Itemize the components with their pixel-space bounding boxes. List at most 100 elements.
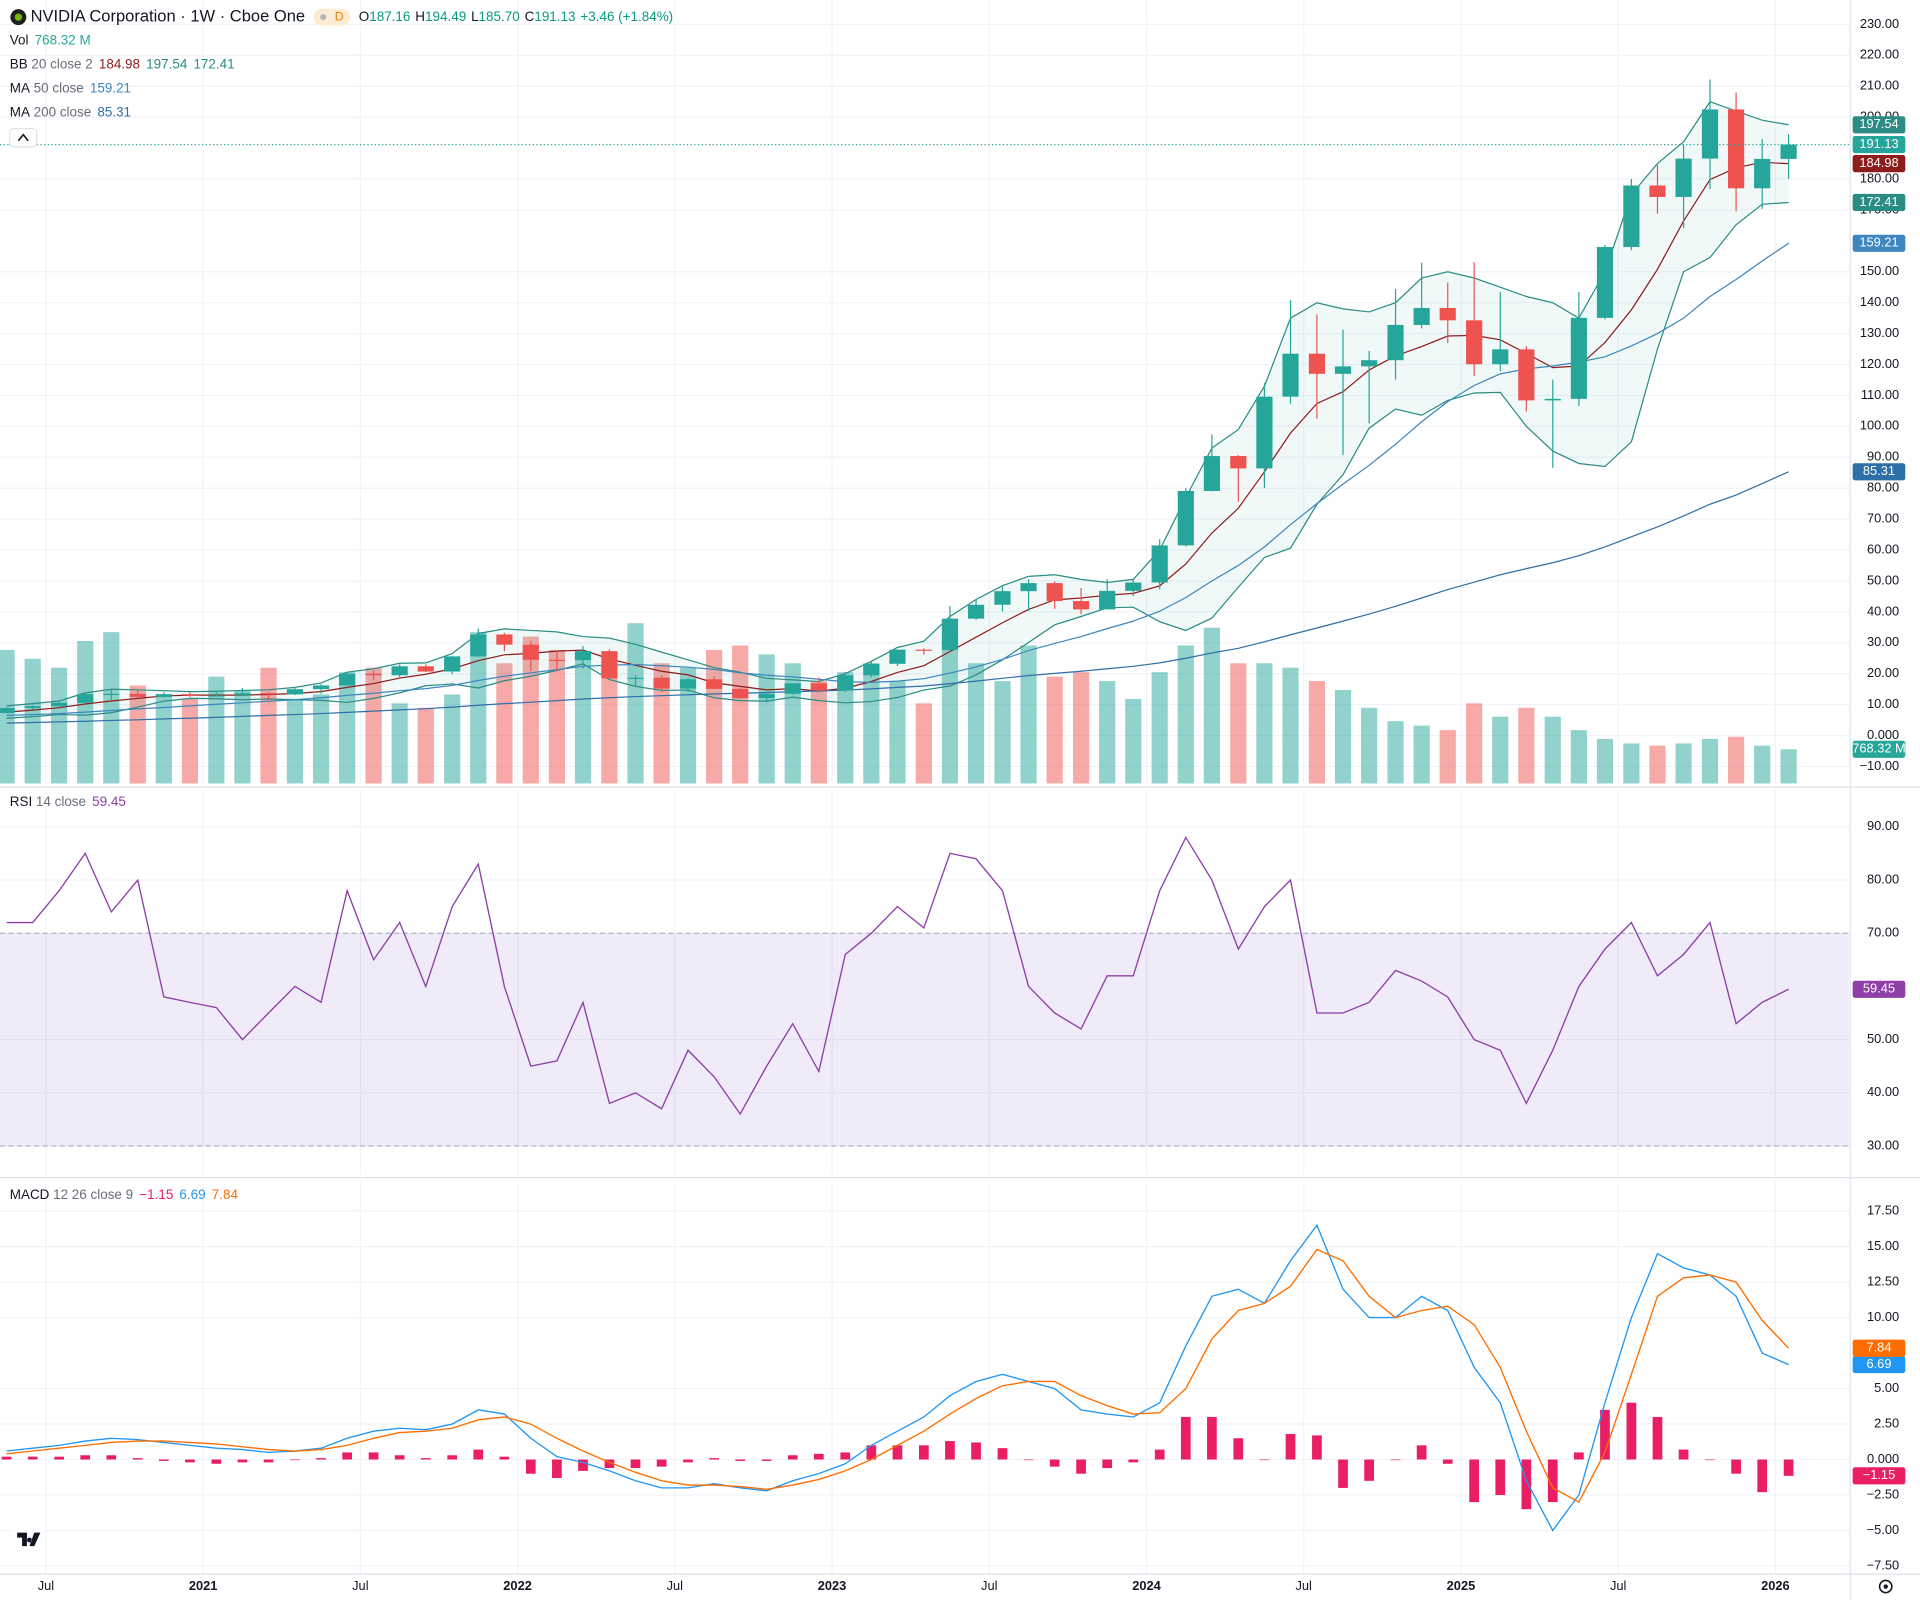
histogram-bar [106,1455,117,1460]
volume-bar [1256,663,1273,784]
histogram-bar [787,1455,798,1460]
y-tick-label: 80.00 [1867,480,1899,495]
volume-bar [129,685,146,784]
candle-body [0,708,15,713]
volume-bar [1099,681,1116,784]
histogram-bar [1600,1409,1610,1460]
ohlc: O187.16 H194.49 L185.70 C191.13 +3.46 (+1.84… [359,9,673,24]
y-tick-label: 2.50 [1874,1415,1899,1430]
candle-body [758,693,775,699]
volume-bar [967,663,985,784]
volume-bar [1544,716,1561,784]
ohlc-key: C [525,9,535,24]
volume-bar [339,672,356,784]
settings-icon-center[interactable] [1883,1584,1888,1589]
histogram-bar [132,1458,143,1460]
histogram-bar [1180,1416,1191,1460]
y-tick-label: 70.00 [1867,925,1899,940]
volume-bar [1649,745,1666,784]
candle-body [1413,307,1430,325]
y-tick-label: 110.00 [1861,387,1899,402]
session-badge-label[interactable]: D [335,9,344,23]
candle-body [679,679,697,689]
histogram-bar [1547,1459,1558,1503]
volume-bar [1046,676,1063,784]
candle-body [784,683,801,694]
legend-params: 50 close [34,80,84,95]
plot-layer [0,0,1849,1574]
legend-row: RSI 14 close 59.45 [10,793,126,808]
histogram-bar [683,1459,693,1463]
tradingview-logo[interactable] [12,1525,45,1553]
price-badge [1852,740,1906,758]
settings-icon[interactable] [1878,1579,1893,1594]
histogram-bar [447,1455,458,1460]
candle-body [51,702,68,707]
volume-bar [286,698,304,784]
histogram-bar [1128,1459,1139,1463]
x-tick-label: Jul [1296,1578,1312,1593]
legend-name: BB [10,56,28,71]
y-tick-label: 20.00 [1867,665,1899,680]
volume-bar [863,663,880,784]
y-tick-label: 220.00 [1860,47,1899,62]
volume-bar [51,667,68,784]
price-badge-label: 768.32 M [1852,741,1906,756]
volume-bar [889,681,906,784]
y-tick-label: −10.00 [1860,758,1900,773]
collapse-icon[interactable] [17,133,29,142]
rsi-line [6,836,1789,1116]
price-badge [1852,116,1906,134]
legend-value: 184.98 [99,56,140,71]
volume-bar [1754,745,1771,784]
volume-bar [312,694,330,784]
candle-body [1334,366,1352,374]
candle-body [837,675,854,691]
candle-body [1387,324,1404,361]
histogram-bar [1731,1459,1741,1474]
session-badge[interactable] [313,8,351,26]
volume-bar [155,694,172,784]
volume-bar [1177,645,1194,784]
histogram-bar [237,1459,248,1463]
overlay-line [6,100,1789,707]
histogram-bar [473,1449,484,1460]
volume-bar [208,676,225,784]
x-tick-label: Jul [667,1578,683,1593]
volume-bar [1151,672,1168,784]
candle-body [155,694,172,697]
symbol-title[interactable]: NVIDIA Corporation · 1W · Cboe One [31,6,305,25]
y-tick-label: 90.00 [1867,449,1899,464]
candle-body [1466,320,1483,365]
y-tick-label: 90.00 [1867,818,1899,833]
volume-bar [627,623,644,784]
y-tick-label: 150.00 [1860,263,1899,278]
candle-body [941,618,959,650]
histogram-bar [945,1441,955,1460]
legend-value: 59.45 [92,793,126,808]
y-tick-label: −2.50 [1867,1486,1900,1501]
legend-value: 159.21 [90,80,131,95]
price-badge-label: 184.98 [1859,155,1898,170]
logo-mark[interactable] [17,1532,41,1547]
collapse-button[interactable] [9,127,38,148]
candle-body [1177,490,1194,546]
price-badge [1852,980,1906,998]
legend-name: RSI [10,793,32,808]
candle-body [1125,582,1142,591]
volume-bar [365,667,382,784]
legend-name: MACD [10,1186,50,1201]
price-badge-label: 6.69 [1866,1356,1891,1371]
legend-row: MA 50 close 159.21 [10,80,131,95]
histogram-bar [866,1445,877,1460]
legend-value: 172.41 [193,56,234,71]
settings-button[interactable] [1878,1579,1893,1594]
candle-body [1570,317,1587,399]
volume-bar [679,667,697,784]
candle-body [208,695,225,697]
overlay-line [6,471,1789,724]
y-tick-label: 140.00 [1860,294,1899,309]
histogram-bar [578,1459,588,1471]
y-tick-label: 10.00 [1867,696,1899,711]
y-tick-label: 180.00 [1860,170,1899,185]
